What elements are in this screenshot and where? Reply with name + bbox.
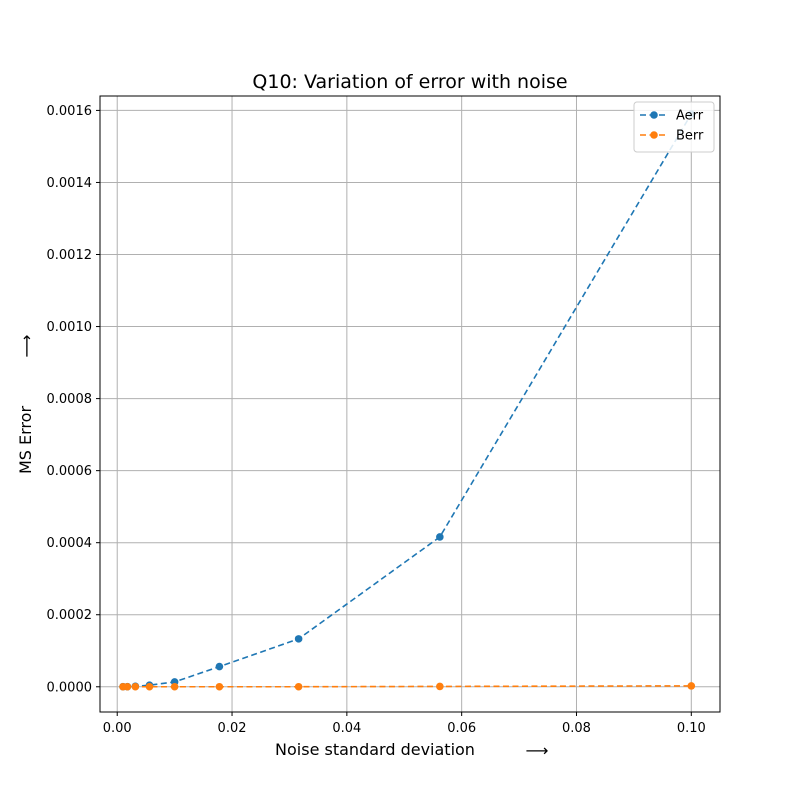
x-tick-label: 0.00 <box>103 721 132 736</box>
data-point-berr <box>436 682 444 691</box>
x-tick-label: 0.02 <box>218 721 247 736</box>
y-tick-label: 0.0012 <box>47 248 93 263</box>
x-tick-label: 0.06 <box>447 721 476 736</box>
data-point-berr <box>215 682 224 691</box>
y-tick-label: 0.0008 <box>47 392 93 407</box>
y-tick-label: 0.0006 <box>47 464 93 479</box>
chart-title: Q10: Variation of error with noise <box>252 71 567 93</box>
legend-marker-aerr <box>650 111 658 119</box>
y-tick-label: 0.0010 <box>47 320 93 335</box>
y-tick-label: 0.0000 <box>47 680 93 695</box>
data-point-berr <box>131 682 140 691</box>
legend-label-berr: Berr <box>676 129 704 144</box>
plot-frame <box>99 95 721 713</box>
data-point-aerr <box>294 635 303 643</box>
grid-layer <box>100 96 720 712</box>
x-tick-label: 0.04 <box>332 721 361 736</box>
legend-marker-berr <box>650 131 658 139</box>
data-point-berr <box>687 682 696 690</box>
y-tick-label: 0.0016 <box>47 104 93 119</box>
tick-layer: 0.00 0.02 0.04 0.06 0.08 0.10 0.0000 0.0002 0.00… <box>47 104 706 736</box>
x-tick-label: 0.10 <box>677 721 706 736</box>
x-tick-label: 0.08 <box>562 721 591 736</box>
data-point-berr <box>123 682 132 691</box>
y-axis-arrow: ⟶ <box>17 334 36 357</box>
legend: Aerr Berr <box>633 101 715 153</box>
y-axis-label: MS Error <box>16 406 35 474</box>
legend-label-aerr: Aerr <box>676 109 704 124</box>
data-point-berr <box>145 682 154 691</box>
series-layer <box>119 110 696 691</box>
x-axis-label: Noise standard deviation <box>275 740 475 759</box>
y-tick-label: 0.0004 <box>47 536 93 551</box>
data-point-aerr <box>436 533 444 541</box>
data-point-aerr <box>215 662 224 671</box>
y-tick-label: 0.0014 <box>47 176 93 191</box>
data-point-berr <box>170 682 179 691</box>
data-point-berr <box>294 682 303 691</box>
x-axis-arrow: ⟶ <box>526 741 549 760</box>
y-tick-label: 0.0002 <box>47 608 93 623</box>
